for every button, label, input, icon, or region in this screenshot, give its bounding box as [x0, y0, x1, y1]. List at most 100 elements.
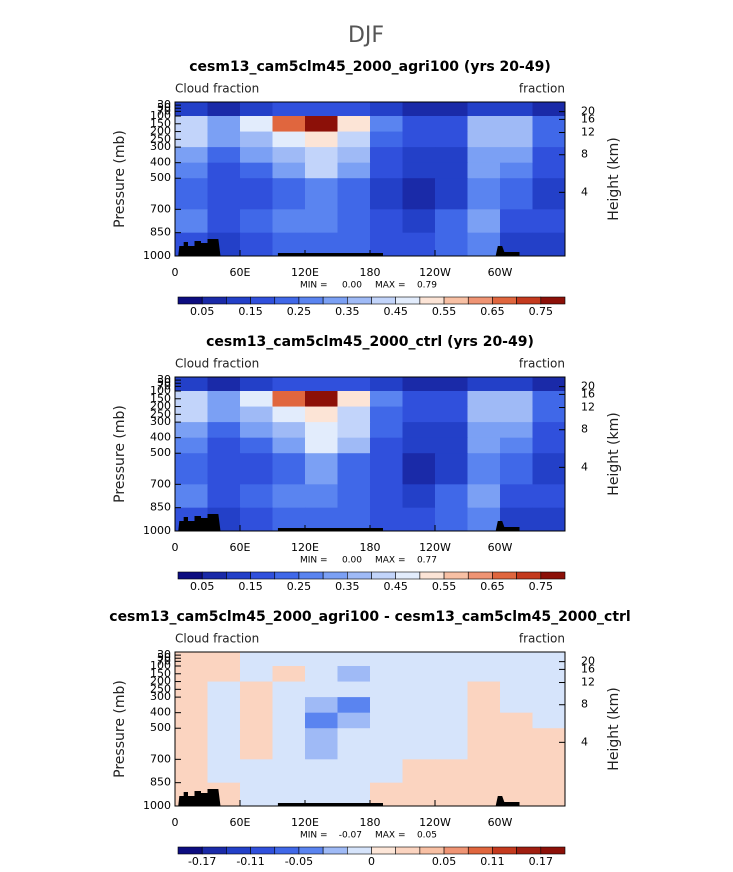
y-tick-label: 30 — [157, 648, 171, 661]
contour-cell — [532, 102, 566, 117]
y2-axis-label: Height (km) — [606, 687, 622, 770]
colorbar-box — [540, 846, 566, 855]
contour-cell — [337, 782, 371, 807]
contour-cell — [532, 453, 566, 485]
x-tick-label: 60E — [230, 541, 251, 554]
contour-cell — [435, 178, 468, 210]
contour-cell — [207, 377, 241, 392]
y-tick-label: 700 — [150, 752, 171, 765]
colorbar-label: 0.25 — [287, 305, 312, 318]
y-tick-label: 1000 — [143, 524, 171, 537]
contour-cell — [337, 437, 371, 454]
y2-tick-label: 4 — [581, 185, 588, 198]
contour-cell — [500, 759, 533, 784]
contour-cell — [500, 209, 533, 234]
panel-title: cesm13_cam5clm45_2000_agri100 - cesm13_c… — [109, 609, 630, 625]
colorbar-box — [516, 846, 542, 855]
colorbar-box — [201, 296, 227, 305]
contour-cell — [272, 666, 306, 683]
contour-cell — [370, 209, 403, 234]
colorbar-box — [322, 571, 348, 580]
colorbar-label: 0.17 — [529, 855, 554, 868]
contour-cell — [240, 712, 273, 729]
x-tick-label: 120E — [291, 816, 319, 829]
contour-cell — [467, 666, 501, 683]
contour-cell — [207, 437, 241, 454]
contour-cell — [207, 728, 241, 760]
contour-cell — [175, 697, 208, 714]
right-label: fraction — [519, 632, 565, 646]
colorbar-label: 0.15 — [238, 580, 263, 593]
contour-cell — [240, 681, 273, 698]
y-tick-label: 100 — [150, 109, 171, 122]
contour-cell — [402, 437, 436, 454]
contour-cell — [500, 116, 533, 133]
y2-axis-label: Height (km) — [606, 137, 622, 220]
colorbar-box — [395, 296, 421, 305]
right-label: fraction — [519, 357, 565, 371]
y2-tick-label: 20 — [581, 380, 595, 393]
contour-cell — [337, 131, 371, 148]
colorbar-label: 0.35 — [335, 305, 360, 318]
contour-cell — [500, 728, 533, 760]
colorbar-box — [516, 571, 542, 580]
contour-cell — [532, 406, 566, 423]
contour-cell — [272, 697, 306, 714]
y-tick-label: 150 — [150, 392, 171, 405]
contour-cell — [532, 759, 566, 784]
contour-cell — [500, 681, 533, 698]
contour-cell — [532, 147, 566, 164]
y-tick-label: 700 — [150, 477, 171, 490]
colorbar-box — [177, 296, 203, 305]
contour-cell — [175, 422, 208, 439]
contour-cell — [500, 422, 533, 439]
topography — [178, 514, 221, 531]
colorbar-label: 0.65 — [480, 580, 505, 593]
colorbar-box — [322, 846, 348, 855]
contour-cell — [500, 178, 533, 210]
contour-cell — [240, 507, 273, 532]
x-tick-label: 60W — [488, 816, 513, 829]
y-axis-label: Pressure (mb) — [112, 130, 128, 228]
contour-cell — [175, 728, 208, 760]
stat-value: 0.00 — [342, 281, 362, 291]
contour-cell — [370, 782, 403, 807]
colorbar-box — [177, 846, 203, 855]
y-tick-label: 500 — [150, 171, 171, 184]
contour-cell — [435, 728, 468, 760]
contour-cell — [272, 712, 306, 729]
contour-cell — [337, 507, 371, 532]
left-label: Cloud fraction — [175, 357, 259, 371]
contour-cell — [500, 147, 533, 164]
contour-cell — [532, 377, 566, 392]
stat-name: MIN = — [300, 556, 328, 566]
colorbar-box — [274, 846, 300, 855]
contour-cell — [240, 116, 273, 133]
y-axis-label: Pressure (mb) — [112, 680, 128, 778]
colorbar-box — [322, 296, 348, 305]
contour-cell — [337, 162, 371, 179]
contour-cell — [272, 406, 306, 423]
colorbar-label: -0.11 — [236, 855, 264, 868]
colorbar-label: 0.75 — [529, 305, 554, 318]
contour-cell — [370, 147, 403, 164]
x-tick-label: 60W — [488, 266, 513, 279]
colorbar-box — [492, 571, 517, 580]
topography — [277, 253, 383, 256]
contour-cell — [370, 507, 403, 532]
y-tick-label: 50 — [157, 101, 171, 114]
x-tick-label: 120E — [291, 266, 319, 279]
contour-cell — [207, 147, 241, 164]
contour-cell — [272, 391, 306, 408]
colorbar-label: 0.65 — [480, 305, 505, 318]
colorbar-box — [443, 296, 469, 305]
y2-tick-label: 16 — [581, 112, 595, 125]
y-tick-label: 50 — [157, 651, 171, 664]
contour-cell — [467, 437, 501, 454]
contour-cell — [305, 209, 338, 234]
contour-cell — [305, 131, 338, 148]
contour-cell — [370, 391, 403, 408]
contour-cell — [305, 652, 338, 667]
x-tick-label: 60W — [488, 541, 513, 554]
contour-cell — [305, 681, 338, 698]
